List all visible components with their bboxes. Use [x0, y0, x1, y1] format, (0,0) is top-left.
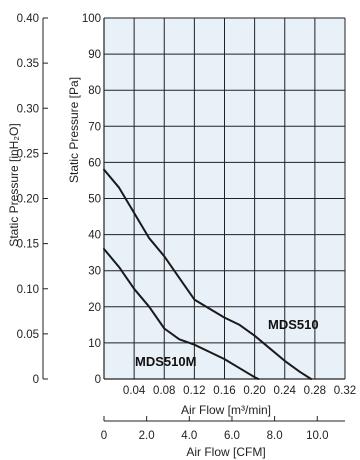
y-secondary-tick-label: 0.05	[17, 329, 39, 341]
y-primary-tick-label: 20	[88, 302, 101, 314]
x-primary-tick-label: 0.24	[274, 385, 297, 397]
series-label-mds510m: MDS510M	[135, 354, 196, 369]
y-primary-tick-label: 40	[88, 230, 101, 242]
y-secondary-axis-label: Static Pressure [inH₂O]	[7, 123, 21, 246]
series-label-mds510: MDS510	[268, 317, 319, 332]
y-secondary-tick-label: 0.10	[17, 284, 39, 296]
x-primary-tick-label: 0.16	[213, 385, 235, 397]
y-primary-tick-label: 60	[88, 157, 101, 169]
x-secondary-tick-label: 6.0	[224, 430, 240, 442]
y-primary-tick-label: 70	[88, 121, 101, 133]
y-primary-tick-label: 30	[88, 266, 101, 278]
x-secondary-tick-label: 0	[101, 430, 107, 442]
y-secondary-tick-label: 0.40	[17, 13, 39, 25]
y-primary-tick-label: 90	[88, 49, 101, 61]
x-primary-tick-label: 0.20	[243, 385, 265, 397]
y-secondary-tick-label: 0.35	[17, 58, 39, 70]
y-secondary-tick-label: 0.25	[17, 148, 39, 160]
y-primary-tick-label: 80	[88, 85, 101, 97]
y-secondary-tick-label: 0.20	[17, 194, 39, 206]
x-primary-tick-label: 0.08	[153, 385, 175, 397]
x-secondary-tick-label: 2.0	[139, 430, 155, 442]
x-primary-tick-label: 0.32	[334, 385, 356, 397]
y-secondary-tick-label: 0.15	[17, 239, 39, 251]
x-primary-axis-label: Air Flow [m³/min]	[181, 403, 271, 417]
x-secondary-axis-label: Air Flow [CFM]	[186, 445, 265, 459]
x-secondary-tick-label: 8.0	[267, 430, 283, 442]
y-primary-tick-label: 50	[88, 194, 101, 206]
x-primary-tick-label: 0.04	[123, 385, 146, 397]
y-secondary-tick-label: 0.30	[17, 103, 39, 115]
y-primary-tick-label: 10	[88, 338, 101, 350]
x-secondary-tick-label: 4.0	[181, 430, 197, 442]
y-primary-axis-label: Static Pressure [Pa]	[67, 77, 81, 183]
x-secondary-tick-label: 10.0	[306, 430, 328, 442]
y-primary-tick-label: 0	[95, 374, 101, 386]
series-line-mds510m	[103, 248, 260, 380]
series-line-mds510	[103, 168, 313, 380]
x-primary-tick-label: 0.12	[183, 385, 205, 397]
y-primary-tick-label: 100	[82, 13, 101, 25]
x-primary-tick-label: 0.28	[304, 385, 326, 397]
y-secondary-tick-label: 0	[33, 374, 39, 386]
